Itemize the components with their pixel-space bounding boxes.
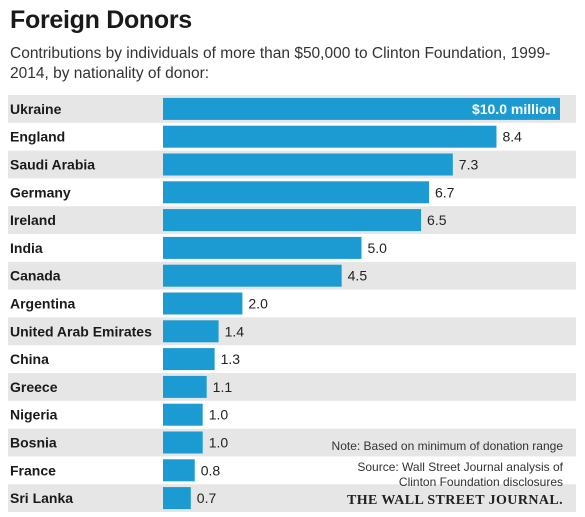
value-label: 2.0 — [248, 296, 268, 312]
category-label: Bosnia — [10, 435, 57, 451]
category-label: England — [10, 129, 65, 145]
bar — [163, 403, 203, 426]
value-label: 1.0 — [209, 407, 229, 423]
bar — [163, 264, 342, 287]
value-label: 1.3 — [221, 351, 241, 367]
value-label: 0.7 — [197, 490, 217, 506]
row-stripe — [8, 484, 576, 512]
value-label: 0.8 — [201, 462, 221, 478]
row-stripe — [8, 428, 576, 457]
category-label: Greece — [10, 379, 58, 395]
bar — [163, 153, 453, 176]
category-label: Ukraine — [10, 101, 62, 117]
value-label: 7.3 — [459, 157, 479, 173]
category-label: United Arab Emirates — [10, 323, 152, 339]
bar — [163, 431, 203, 454]
value-label: 5.0 — [368, 240, 388, 256]
bar — [163, 236, 362, 259]
chart-source: Source: Wall Street Journal analysis of … — [357, 459, 563, 490]
category-label: Germany — [10, 184, 71, 200]
row-stripe — [8, 317, 576, 346]
bar — [163, 459, 195, 482]
category-label: Nigeria — [10, 407, 58, 423]
bar — [163, 209, 422, 232]
bar — [163, 348, 215, 371]
bar — [163, 125, 497, 148]
category-label: Argentina — [10, 296, 76, 312]
chart-title: Foreign Donors — [10, 6, 192, 34]
category-label: Saudi Arabia — [10, 157, 95, 173]
bar — [163, 292, 243, 315]
category-label: France — [10, 462, 56, 478]
category-label: India — [10, 240, 43, 256]
category-label: China — [10, 351, 49, 367]
value-label: 6.5 — [427, 212, 447, 228]
value-label: 1.0 — [209, 435, 229, 451]
value-label: 1.4 — [225, 323, 245, 339]
bar — [163, 181, 429, 204]
bar — [163, 320, 219, 343]
value-label: 4.5 — [348, 268, 368, 284]
chart-subtitle: Contributions by individuals of more tha… — [10, 45, 551, 82]
publisher-masthead: THE WALL STREET JOURNAL. — [346, 493, 563, 508]
bar — [163, 375, 207, 398]
category-label: Ireland — [10, 212, 56, 228]
category-label: Canada — [10, 268, 61, 284]
value-label: 8.4 — [502, 129, 522, 145]
chart-note: Note: Based on minimum of donation range — [331, 439, 563, 453]
bar — [163, 97, 560, 120]
bar — [163, 487, 191, 510]
value-label: 1.1 — [213, 379, 233, 395]
value-label: 6.7 — [435, 184, 455, 200]
row-stripe — [8, 373, 576, 401]
notes-block: Note: Based on minimum of donation range… — [323, 439, 563, 491]
value-label: $10.0 million — [472, 101, 556, 117]
category-label: Sri Lanka — [10, 490, 73, 506]
